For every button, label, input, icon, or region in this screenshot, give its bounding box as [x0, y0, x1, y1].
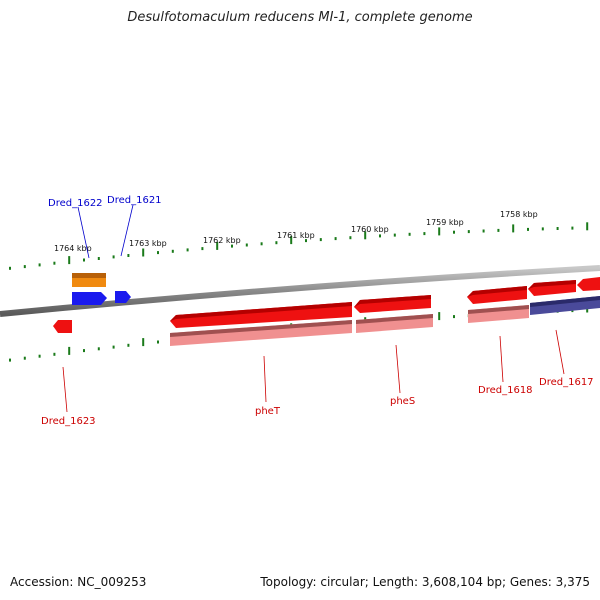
- gene-dred-1622-feature[interactable]: [72, 273, 106, 287]
- tick-mark: [512, 224, 515, 233]
- tick-mark: [38, 354, 41, 358]
- tick-mark: [127, 343, 130, 347]
- tick-mark: [112, 345, 115, 349]
- gene-phes-feature[interactable]: [354, 295, 433, 333]
- tick-mark: [334, 237, 337, 241]
- leader-line-dred-1617: [555, 329, 565, 375]
- accession-text: Accession: NC_009253: [10, 575, 147, 589]
- tick-mark: [97, 347, 100, 351]
- gene-dred-1618-feature[interactable]: [467, 286, 529, 323]
- gene-dred-1621-arrow[interactable]: [115, 291, 131, 303]
- gene-label-dred-1621[interactable]: Dred_1621: [107, 195, 162, 206]
- tick-mark: [482, 229, 485, 233]
- tick-mark: [142, 248, 145, 257]
- tick-mark: [527, 227, 529, 231]
- tick-mark: [275, 241, 278, 245]
- map-title: Desulfotomaculum reducens MI-1, complete…: [127, 10, 473, 25]
- gene-label-dred-1617[interactable]: Dred_1617: [539, 377, 594, 388]
- gene-dred-1617-feature[interactable]: [528, 277, 600, 315]
- outer-tick-ring: [9, 222, 589, 270]
- tick-mark: [364, 231, 367, 240]
- tick-mark: [305, 239, 307, 243]
- tick-mark: [53, 352, 56, 356]
- tick-mark: [438, 227, 441, 236]
- tick-label: 1761 kbp: [277, 231, 315, 240]
- gene-label-dred-1618[interactable]: Dred_1618: [478, 385, 533, 396]
- tick-label: 1762 kbp: [203, 236, 241, 245]
- leader-line-dred-1622: [77, 206, 90, 259]
- leader-line-phet: [263, 355, 267, 403]
- gene-label-phet[interactable]: pheT: [255, 406, 281, 417]
- tick-mark: [171, 249, 174, 253]
- tick-label: 1760 kbp: [351, 225, 389, 234]
- tick-mark: [556, 227, 559, 230]
- tick-mark: [438, 312, 441, 321]
- tick-mark: [127, 254, 130, 257]
- gene-label-dred-1622[interactable]: Dred_1622: [48, 198, 103, 209]
- gene-label-phes[interactable]: pheS: [390, 396, 415, 407]
- tick-mark: [201, 247, 204, 251]
- tick-mark: [453, 315, 455, 319]
- tick-mark: [97, 257, 100, 260]
- tick-mark: [83, 258, 85, 262]
- tick-mark: [38, 263, 41, 267]
- tick-mark: [231, 244, 233, 248]
- tick-mark: [571, 226, 574, 230]
- tick-mark: [157, 251, 159, 255]
- tick-mark: [408, 232, 411, 236]
- tick-mark: [245, 243, 248, 247]
- leader-line-dred-1623: [62, 366, 68, 413]
- tick-mark: [216, 241, 219, 250]
- tick-mark: [260, 242, 263, 246]
- tick-mark: [319, 238, 322, 242]
- tick-mark: [23, 356, 26, 360]
- tick-mark: [23, 265, 26, 269]
- gene-dred-1623-arrow[interactable]: [53, 320, 72, 333]
- tick-mark: [68, 256, 71, 265]
- leader-line-phes: [395, 344, 401, 394]
- tick-mark: [142, 338, 145, 347]
- tick-mark: [9, 266, 11, 270]
- leader-line-dred-1621: [120, 204, 134, 257]
- tick-mark: [9, 358, 11, 362]
- tick-mark: [157, 340, 159, 344]
- tick-mark: [497, 228, 500, 232]
- tick-mark: [83, 349, 85, 353]
- tick-mark: [349, 236, 352, 240]
- gene-dred-1622-arrow[interactable]: [72, 292, 107, 305]
- tick-mark: [586, 222, 589, 231]
- gene-phet-feature[interactable]: [170, 302, 352, 346]
- tick-mark: [186, 248, 189, 252]
- tick-label: 1758 kbp: [500, 210, 538, 219]
- genome-backbone: [0, 265, 600, 317]
- gene-label-dred-1623[interactable]: Dred_1623: [41, 416, 96, 427]
- leader-line-dred-1618: [499, 335, 504, 383]
- tick-mark: [467, 230, 470, 234]
- tick-mark: [290, 236, 293, 245]
- tick-mark: [423, 232, 426, 236]
- tick-mark: [112, 255, 115, 259]
- tick-label: 1764 kbp: [54, 244, 92, 253]
- tick-label: 1763 kbp: [129, 239, 167, 248]
- tick-mark: [453, 230, 455, 234]
- tick-mark: [379, 234, 381, 238]
- tick-mark: [541, 227, 544, 231]
- tick-mark: [53, 261, 56, 265]
- tick-mark: [393, 233, 396, 237]
- topology-text: Topology: circular; Length: 3,608,104 bp…: [260, 575, 590, 589]
- tick-label: 1759 kbp: [426, 218, 464, 227]
- tick-mark: [68, 346, 71, 355]
